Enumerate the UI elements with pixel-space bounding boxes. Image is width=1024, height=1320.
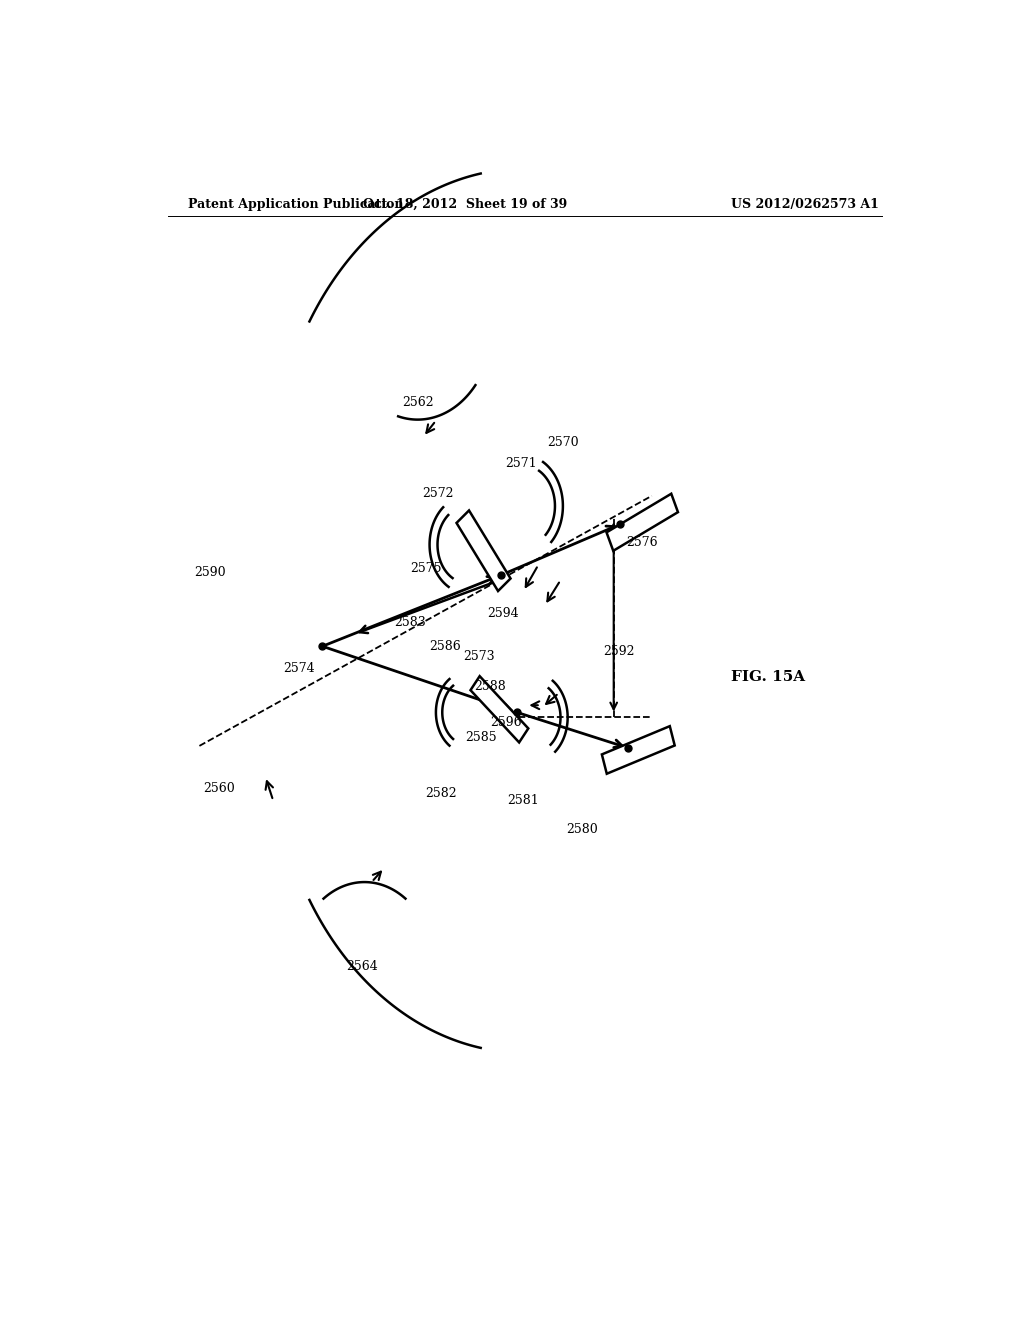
Text: 2571: 2571 [505,457,537,470]
Text: FIG. 15A: FIG. 15A [731,669,805,684]
Polygon shape [457,511,511,591]
Text: 2592: 2592 [603,645,634,657]
Text: 2596: 2596 [489,715,521,729]
Text: 2588: 2588 [474,680,506,693]
Text: 2585: 2585 [465,731,497,744]
Text: 2560: 2560 [204,781,236,795]
Text: 2594: 2594 [487,607,519,620]
Polygon shape [606,494,678,550]
Text: 2590: 2590 [194,565,225,578]
Text: Oct. 18, 2012  Sheet 19 of 39: Oct. 18, 2012 Sheet 19 of 39 [364,198,567,211]
Text: 2586: 2586 [429,640,462,653]
Text: US 2012/0262573 A1: US 2012/0262573 A1 [731,198,879,211]
Text: 2583: 2583 [394,616,426,630]
Text: 2574: 2574 [283,663,314,675]
Text: 2581: 2581 [507,795,539,808]
Text: 2564: 2564 [346,960,378,973]
Text: 2573: 2573 [463,649,495,663]
Text: 2575: 2575 [410,561,441,574]
Text: 2582: 2582 [426,787,458,800]
Text: 2580: 2580 [566,822,598,836]
Polygon shape [470,676,528,742]
Text: 2572: 2572 [422,487,454,500]
Polygon shape [602,726,675,774]
Text: 2576: 2576 [627,536,658,549]
Text: 2562: 2562 [401,396,433,409]
Text: 2570: 2570 [547,437,579,450]
Text: Patent Application Publication: Patent Application Publication [187,198,403,211]
